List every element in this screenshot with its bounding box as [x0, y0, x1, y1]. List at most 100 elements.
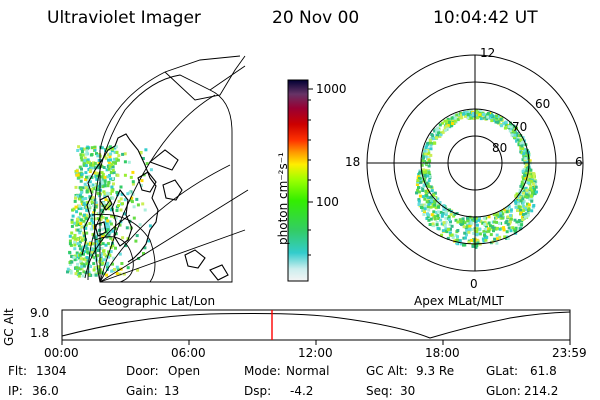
- gain-value: 13: [164, 384, 180, 398]
- aurora-pixel: [115, 151, 119, 154]
- aurora-pixel: [95, 152, 98, 156]
- aurora-pixel: [71, 214, 75, 218]
- aurora-pixel: [465, 223, 469, 227]
- aurora-pixel: [113, 146, 117, 150]
- aurora-pixel: [68, 242, 72, 246]
- aurora-pixel: [93, 164, 97, 167]
- aurora-pixel: [474, 217, 478, 220]
- aurora-pixel: [66, 267, 70, 271]
- aurora-pixel: [495, 241, 499, 245]
- aurora-pixel: [85, 147, 89, 151]
- aurora-pixel: [427, 164, 431, 168]
- aurora-pixel: [111, 196, 115, 200]
- aurora-pixel: [100, 237, 103, 241]
- aurora-pixel: [433, 199, 437, 203]
- aurora-pixel: [527, 179, 531, 183]
- aurora-pixel: [468, 225, 472, 229]
- aurora-pixel: [91, 233, 95, 236]
- aurora-pixel: [83, 250, 87, 254]
- aurora-pixel: [70, 224, 74, 228]
- aurora-pixel: [448, 208, 451, 212]
- aurora-pixel: [432, 210, 436, 214]
- aurora-pixel: [436, 210, 440, 214]
- aurora-pixel: [494, 114, 498, 118]
- aurora-pixel: [468, 222, 472, 226]
- geographic-panel-label: Geographic Lat/Lon: [98, 294, 216, 308]
- aurora-pixel: [502, 122, 506, 125]
- aurora-pixel: [102, 190, 106, 194]
- aurora-pixel: [487, 215, 491, 219]
- seq-value: 30: [400, 384, 416, 398]
- aurora-pixel: [99, 254, 103, 258]
- aurora-pixel: [111, 256, 115, 260]
- altitude-plot: [61, 309, 571, 345]
- aurora-pixel: [518, 140, 522, 144]
- aurora-pixel: [509, 217, 513, 221]
- aurora-pixel: [496, 237, 500, 241]
- aurora-pixel: [78, 204, 82, 208]
- aurora-pixel: [417, 175, 421, 179]
- aurora-pixel: [421, 195, 425, 199]
- aurora-pixel: [87, 257, 91, 260]
- aurora-pixel: [77, 207, 81, 210]
- aurora-pixel: [495, 117, 499, 121]
- aurora-pixel: [91, 221, 95, 225]
- aurora-pixel: [100, 175, 104, 179]
- aurora-pixel: [525, 179, 529, 182]
- aurora-pixel: [118, 272, 122, 276]
- aurora-pixel: [104, 243, 108, 247]
- aurora-pixel: [485, 224, 488, 228]
- aurora-pixel: [84, 258, 88, 262]
- aurora-pixel: [434, 206, 438, 210]
- aurora-pixel: [482, 239, 486, 243]
- aurora-pixel: [76, 262, 79, 266]
- aurora-pixel: [505, 237, 509, 240]
- aurora-pixel: [84, 244, 88, 248]
- aurora-pixel: [419, 174, 423, 178]
- aurora-pixel: [75, 173, 79, 177]
- aurora-pixel: [101, 185, 105, 189]
- aurora-pixel: [424, 154, 428, 158]
- aurora-pixel: [435, 221, 439, 224]
- aurora-pixel: [465, 229, 469, 233]
- aurora-pixel: [423, 207, 427, 211]
- aurora-pixel: [97, 268, 101, 272]
- aurora-pixel: [101, 235, 105, 239]
- aurora-pixel: [422, 170, 426, 174]
- aurora-pixel: [125, 226, 129, 230]
- aurora-pixel: [442, 221, 446, 225]
- aurora-pixel: [525, 195, 529, 199]
- aurora-pixel: [97, 166, 101, 170]
- aurora-pixel: [475, 116, 479, 120]
- aurora-pixel: [76, 217, 79, 221]
- altitude-ytick-top: 9.0: [30, 306, 50, 320]
- aurora-pixel: [428, 223, 432, 226]
- aurora-pixel: [516, 138, 520, 142]
- aurora-pixel: [89, 197, 93, 201]
- aurora-pixel: [476, 241, 480, 245]
- aurora-pixel: [419, 180, 423, 184]
- aurora-pixel: [95, 171, 99, 175]
- mlt-label-12: 12: [480, 46, 496, 60]
- aurora-pixel: [476, 239, 480, 243]
- aurora-pixel: [493, 237, 497, 241]
- aurora-pixel: [483, 228, 487, 231]
- aurora-pixel: [88, 180, 92, 184]
- aurora-pixel: [111, 161, 115, 165]
- observation-time: 10:04:42 UT: [433, 8, 538, 28]
- aurora-pixel: [106, 164, 110, 168]
- aurora-pixel: [80, 195, 84, 199]
- aurora-pixel: [107, 233, 111, 237]
- aurora-pixel: [504, 210, 508, 214]
- aurora-pixel: [80, 190, 84, 194]
- aurora-pixel: [520, 144, 524, 148]
- aurora-pixel: [455, 238, 459, 242]
- aurora-pixel: [83, 156, 87, 160]
- aurora-pixel: [519, 211, 523, 215]
- aurora-pixel: [92, 163, 95, 167]
- aurora-pixel: [106, 242, 110, 246]
- aurora-pixel: [441, 130, 445, 134]
- aurora-pixel: [123, 160, 127, 164]
- aurora-pixel: [77, 145, 81, 149]
- aurora-pixel: [525, 173, 528, 177]
